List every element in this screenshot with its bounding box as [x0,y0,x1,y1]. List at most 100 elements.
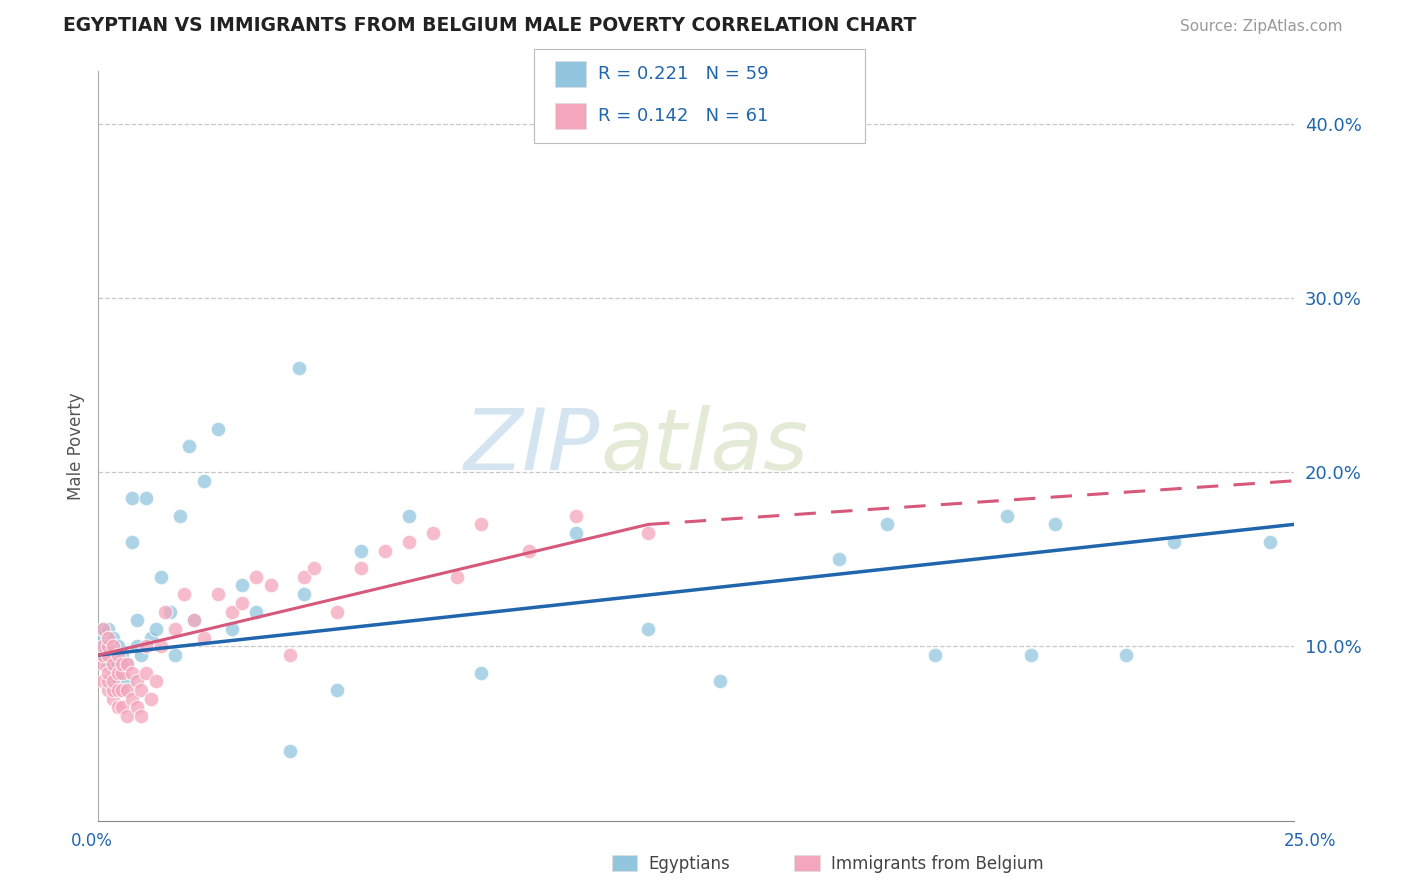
Point [91,640,114,654]
Point [101,682,124,697]
Point [637,526,659,541]
Text: Source: ZipAtlas.com: Source: ZipAtlas.com [1180,20,1343,34]
Point [97,640,120,654]
Point [179,439,201,453]
Point [565,508,588,523]
Point [565,526,588,541]
Point [139,691,162,706]
Point [302,561,325,575]
Point [111,665,134,680]
Point [278,648,301,662]
Point [91,648,114,662]
Point [101,631,124,645]
Text: 0.0%: 0.0% [70,831,112,849]
Point [709,674,731,689]
Point [107,648,129,662]
Point [121,665,143,680]
Point [111,648,134,662]
Point [97,648,120,662]
Point [97,682,120,697]
Point [135,640,157,654]
Point [398,534,420,549]
Point [135,491,157,506]
Point [876,517,898,532]
Point [97,674,120,689]
Point [163,622,186,636]
Point [107,674,129,689]
Point [1019,648,1042,662]
Text: EGYPTIAN VS IMMIGRANTS FROM BELGIUM MALE POVERTY CORRELATION CHART: EGYPTIAN VS IMMIGRANTS FROM BELGIUM MALE… [63,16,917,35]
Point [326,682,349,697]
Point [350,543,373,558]
Point [231,578,253,592]
Point [155,605,177,619]
Point [91,648,114,662]
Point [107,640,129,654]
Point [207,587,229,601]
Y-axis label: Male Poverty: Male Poverty [66,392,84,500]
Point [159,605,181,619]
Point [97,648,120,662]
Point [115,657,138,671]
Point [924,648,946,662]
Point [145,622,167,636]
Point [121,491,143,506]
Point [121,691,143,706]
Point [326,605,349,619]
Text: atlas: atlas [600,404,808,488]
Point [97,665,120,680]
Point [221,605,243,619]
Point [111,700,134,714]
Point [193,474,215,488]
Point [163,648,186,662]
Point [115,674,138,689]
Point [221,622,243,636]
Point [111,665,134,680]
Point [995,508,1018,523]
Point [111,682,134,697]
Point [131,648,153,662]
Text: R = 0.142   N = 61: R = 0.142 N = 61 [598,107,768,125]
Point [828,552,851,566]
Point [131,709,153,723]
Point [374,543,396,558]
Point [149,640,172,654]
Point [125,674,148,689]
Point [231,596,253,610]
Point [173,587,195,601]
Text: Egyptians: Egyptians [648,855,730,873]
Point [125,700,148,714]
Point [107,665,129,680]
Point [139,631,162,645]
Point [111,657,134,671]
Point [125,613,148,627]
Point [101,657,124,671]
Point [1115,648,1137,662]
Point [446,570,468,584]
Point [207,421,229,435]
Text: R = 0.221   N = 59: R = 0.221 N = 59 [598,65,768,83]
Point [115,657,138,671]
Point [97,657,120,671]
Point [97,640,120,654]
Point [637,622,659,636]
Point [1163,534,1185,549]
Point [115,709,138,723]
Point [245,605,267,619]
Point [193,631,215,645]
Point [107,682,129,697]
Point [101,648,124,662]
Point [107,700,129,714]
Point [292,570,315,584]
Point [101,640,124,654]
Point [121,534,143,549]
Point [149,570,172,584]
Point [97,631,120,645]
Point [101,674,124,689]
Point [101,665,124,680]
Point [183,613,205,627]
Point [101,657,124,671]
Point [1043,517,1066,532]
Point [125,640,148,654]
Point [259,578,281,592]
